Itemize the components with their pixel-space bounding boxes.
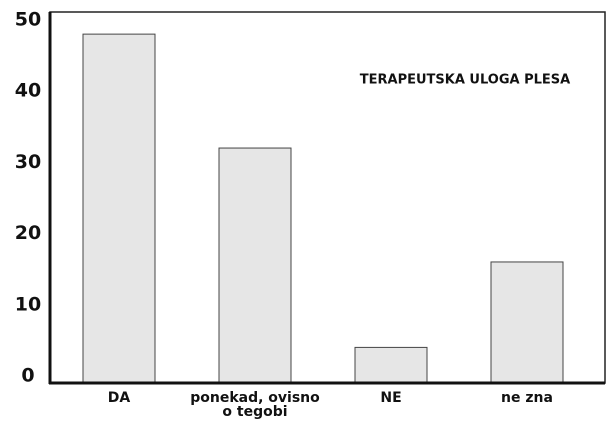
bar: [218, 147, 292, 384]
chart-title: TERAPEUTSKA ULOGA PLESA: [360, 73, 570, 88]
y-tick-label: 20: [15, 222, 41, 244]
y-tick-label: 40: [15, 80, 41, 102]
y-tick-label: 50: [15, 9, 41, 31]
x-tick-label: ne zna: [501, 391, 553, 406]
x-tick-label: DA: [107, 391, 131, 406]
x-tick-label: ponekad, ovisno o tegobi: [190, 391, 320, 420]
x-tick-label-box: ponekad, ovisno o tegobi: [190, 391, 320, 420]
x-tick-label-box: ne zna: [501, 391, 553, 406]
bar: [490, 261, 564, 384]
x-tick-label-box: DA: [107, 391, 131, 406]
x-tick-label-box: NE: [380, 391, 402, 406]
y-tick-label: 30: [15, 151, 41, 173]
bar: [82, 33, 156, 384]
y-tick-label: 10: [15, 293, 41, 315]
x-tick-label: NE: [380, 391, 402, 406]
bar: [354, 346, 428, 384]
y-tick-label: 0: [21, 365, 34, 387]
